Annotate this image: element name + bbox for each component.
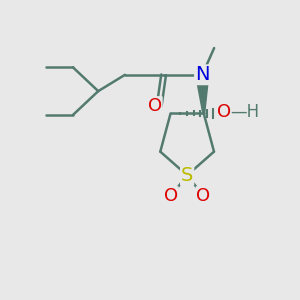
Text: O: O bbox=[164, 187, 178, 205]
Text: O: O bbox=[217, 103, 231, 121]
Text: N: N bbox=[195, 65, 209, 84]
Text: —H: —H bbox=[230, 103, 259, 121]
Text: O: O bbox=[196, 187, 211, 205]
Text: S: S bbox=[181, 166, 193, 185]
Text: O: O bbox=[148, 97, 162, 115]
Polygon shape bbox=[196, 74, 209, 113]
